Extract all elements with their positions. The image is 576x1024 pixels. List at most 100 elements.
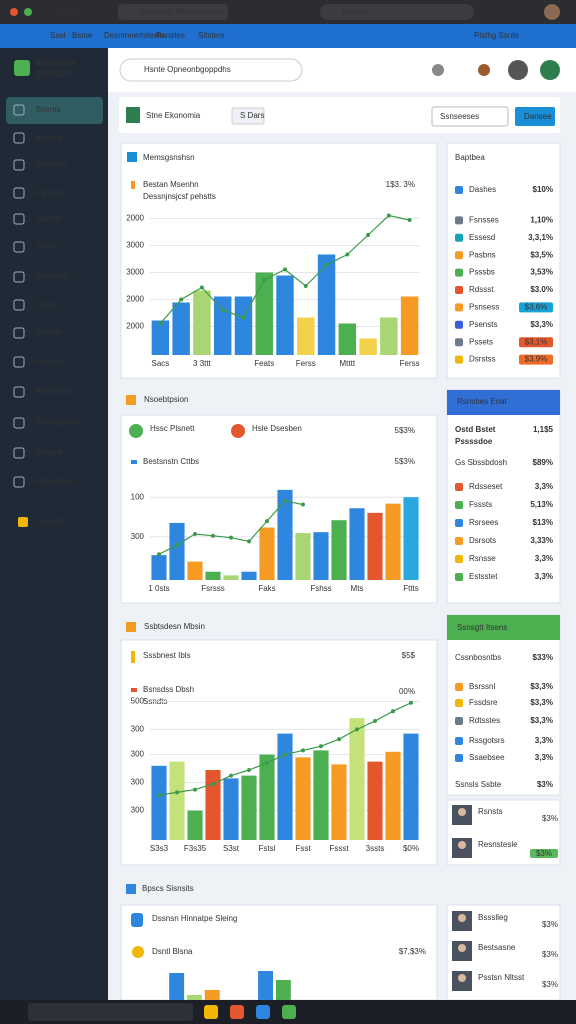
- trend-point: [324, 263, 329, 267]
- header-icon[interactable]: [478, 64, 490, 76]
- badge-text: $3%: [536, 849, 552, 858]
- y-tick-label: 300: [131, 725, 145, 734]
- sidebar-item[interactable]: Bsents: [36, 105, 60, 114]
- stat-label: Hssc Plsnett: [150, 424, 195, 433]
- nav-item[interactable]: Bsme: [72, 31, 93, 40]
- sidebar-item[interactable]: Nfseedtsts: [36, 477, 74, 486]
- browser-tab[interactable]: Stsur: [58, 7, 77, 16]
- nav-item[interactable]: Ssel: [50, 31, 66, 40]
- trend-point: [386, 213, 391, 218]
- bar: [205, 770, 221, 840]
- sidebar-item[interactable]: Rsedsss: [36, 160, 67, 169]
- select[interactable]: [431, 106, 509, 127]
- nav-item[interactable]: Panstes: [156, 31, 185, 40]
- header-icon[interactable]: [432, 64, 444, 76]
- trend-point: [193, 787, 197, 792]
- sidebar-item[interactable]: Sseng: [36, 242, 59, 251]
- row-label: Fsssts: [469, 500, 492, 509]
- tab[interactable]: [118, 4, 228, 20]
- section-icon: [126, 622, 136, 632]
- row-label: Rdtsstes: [469, 716, 500, 725]
- sidebar-item[interactable]: Pausten: [36, 357, 65, 366]
- avatar[interactable]: [544, 4, 560, 20]
- row-value: $3,3%: [530, 320, 553, 329]
- footer-icon: [18, 517, 28, 527]
- trend-point: [301, 502, 305, 507]
- legend-swatch: [131, 688, 137, 692]
- search-box[interactable]: [119, 58, 303, 82]
- task-icon[interactable]: [256, 1005, 270, 1019]
- tag-text: S Dars: [240, 111, 264, 120]
- button-text[interactable]: Dansee: [524, 112, 552, 121]
- row-value: 3,3%: [535, 736, 553, 745]
- browser-tab[interactable]: Bitsenath Bletlssnatepe: [140, 7, 224, 16]
- panel-header-text: Rsnsbes Enat: [457, 397, 508, 406]
- stat-value: $5$: [402, 651, 416, 660]
- page-title: Stne Ekonomia: [146, 111, 201, 120]
- sidebar-item[interactable]: Elsteng: [36, 133, 63, 142]
- x-tick-label: $0%: [403, 844, 419, 853]
- task-icon[interactable]: [230, 1005, 244, 1019]
- bar: [349, 508, 365, 580]
- sidebar-item[interactable]: Ssma: [36, 300, 57, 309]
- x-tick-label: Mtttt: [340, 359, 356, 368]
- trend-point: [337, 737, 341, 742]
- sidebar-item[interactable]: Pussepmnels: [36, 418, 84, 427]
- bar: [331, 520, 347, 580]
- nav-item[interactable]: Sitsters: [198, 31, 225, 40]
- avatar-head: [458, 944, 466, 952]
- x-tick-label: Mts: [351, 584, 364, 593]
- sidebar-item[interactable]: Pansdess: [36, 387, 71, 396]
- nav-item[interactable]: Desnmnertsleste: [104, 31, 165, 40]
- row-label: Rssgotsrs: [469, 736, 505, 745]
- trend-point: [179, 297, 184, 302]
- section-icon: [126, 395, 136, 405]
- bar: [258, 971, 274, 1000]
- sidebar-item[interactable]: Seedtesy: [36, 272, 69, 281]
- bar: [234, 296, 253, 355]
- section-title: Ssbtsdesn Mbsin: [144, 622, 205, 631]
- bar: [169, 761, 185, 840]
- sidebar-item[interactable]: Pesgrle: [36, 448, 64, 457]
- address-bar[interactable]: [320, 4, 474, 20]
- nav-icon: [13, 241, 25, 253]
- stat-value: 5$3%: [395, 457, 415, 466]
- row-label: Essesd: [469, 233, 495, 242]
- row-value: 5,13%: [530, 500, 553, 509]
- sidebar-item[interactable]: Pansses: [36, 188, 67, 197]
- row-label: Psensts: [469, 320, 497, 329]
- row-label: Bsrssnl: [469, 682, 495, 691]
- x-tick-label: F3s35: [184, 844, 207, 853]
- task-icon[interactable]: [282, 1005, 296, 1019]
- row-value: 3,33%: [530, 536, 553, 545]
- nav-item[interactable]: Pisthg Ssnte: [474, 31, 519, 40]
- bar: [275, 980, 291, 1000]
- search-text[interactable]: Hsnte Opneonbgoppdhs: [144, 65, 231, 74]
- row-value: $3.0%: [530, 285, 553, 294]
- row-label: Fssdsre: [469, 698, 498, 707]
- bar: [213, 296, 232, 355]
- x-tick-label: Fsst: [295, 844, 311, 853]
- trend-point: [283, 752, 287, 757]
- bar: [205, 571, 221, 580]
- row-label: Dsrsots: [469, 536, 496, 545]
- address-text[interactable]: Ssnseb: [342, 7, 369, 16]
- badge: [519, 354, 553, 365]
- row-icon: [455, 268, 463, 277]
- header-icon[interactable]: [508, 60, 528, 80]
- task-search-text[interactable]: Kbsnitlsssss: [56, 1007, 100, 1016]
- bar: [186, 995, 202, 1000]
- row-label: Cssnbosntbs: [455, 653, 501, 662]
- select-text[interactable]: Ssnseeses: [440, 112, 479, 121]
- task-icon[interactable]: [204, 1005, 218, 1019]
- section-title: Bpscs Sisnsits: [142, 884, 194, 893]
- task-search[interactable]: [28, 1003, 193, 1021]
- sidebar-item[interactable]: Ssesge: [36, 214, 63, 223]
- trend-point: [283, 498, 287, 503]
- stat-icon: [129, 424, 143, 438]
- legend-icon: [131, 913, 143, 927]
- sidebar-item[interactable]: Msenio: [36, 328, 62, 337]
- header-icon[interactable]: [540, 60, 560, 80]
- bar: [277, 733, 293, 840]
- button[interactable]: [515, 107, 555, 126]
